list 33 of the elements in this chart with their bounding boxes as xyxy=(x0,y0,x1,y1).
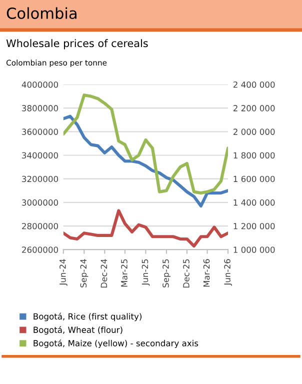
y-tick-label: 2600000 xyxy=(22,246,58,253)
legend-label: Bogotá, Wheat (flour) xyxy=(34,326,122,335)
y2-tick-label: 2 200 000 xyxy=(233,105,275,112)
y2-tick-label: 1 600 000 xyxy=(234,176,275,182)
y-tick-label: 3800000 xyxy=(22,105,58,112)
y2-tick-label: 1 800 000 xyxy=(234,152,275,159)
chart-title: Colombia xyxy=(6,7,76,20)
x-tick-label: Mar-26 xyxy=(203,259,210,287)
chart-subtitle: Wholesale prices of cereals xyxy=(6,39,148,50)
line-series xyxy=(63,114,228,208)
x-tick-label: Jun-24 xyxy=(60,259,68,286)
x-tick-label: Mar-25 xyxy=(121,259,128,287)
x-tick-label: Dec-25 xyxy=(183,259,190,288)
y2-tick-label: 1 000 000 xyxy=(234,246,275,253)
y-tick-label: 3400000 xyxy=(22,152,58,159)
y-tick-label: 3000000 xyxy=(22,199,58,206)
x-tick-label: Jun-25 xyxy=(142,259,150,286)
legend-label: Bogotá, Maize (yellow) - secondary axis xyxy=(34,340,198,348)
y-tick-label: 4000000 xyxy=(22,81,58,88)
y-tick-label: 2800000 xyxy=(22,222,58,230)
line-series xyxy=(63,209,228,248)
y2-tick-label: 2 000 000 xyxy=(233,128,275,135)
line-series xyxy=(63,94,228,195)
y2-tick-label: 1 200 000 xyxy=(234,222,275,230)
x-tick-label: Sep-25 xyxy=(162,259,170,288)
y-tick-label: 3600000 xyxy=(22,128,58,135)
legend-label: Bogotá, Rice (first quality) xyxy=(34,312,142,322)
x-tick-label: Sep-24 xyxy=(80,259,88,288)
x-tick-label: Dec-24 xyxy=(100,259,108,288)
x-tick-label: Jun-26 xyxy=(224,259,232,286)
y-tick-label: 3200000 xyxy=(22,176,58,182)
y2-tick-label: 1 400 000 xyxy=(234,199,275,206)
y2-tick-label: 2 400 000 xyxy=(233,81,275,88)
